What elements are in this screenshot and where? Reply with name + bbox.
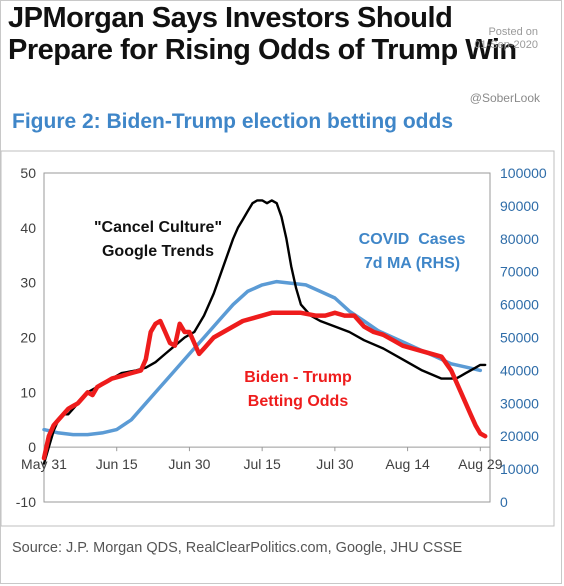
series-line-1	[41, 310, 488, 461]
x-tick-label: Jun 30	[168, 456, 210, 472]
y-right-tick-label: 80000	[500, 231, 539, 247]
headline: JPMorgan Says Investors Should Prepare f…	[8, 2, 517, 66]
y-right-tick-label: 70000	[500, 264, 539, 280]
y-left-tick-label: 20	[20, 330, 36, 346]
covid-label-line: 7d MA (RHS)	[364, 255, 460, 272]
figure-title: Figure 2: Biden-Trump election betting o…	[12, 110, 454, 133]
series-line-2	[42, 279, 483, 437]
source-note: Source: J.P. Morgan QDS, RealClearPoliti…	[12, 540, 463, 556]
author-handle: @SoberLook	[469, 91, 540, 105]
posted-date: 01-Sep-2020	[474, 39, 538, 51]
x-tick-label: Jul 15	[243, 456, 281, 472]
y-right-tick-label: 50000	[500, 330, 539, 346]
y-left-tick-label: -10	[16, 494, 36, 510]
y-right-tick-label: 0	[500, 494, 508, 510]
y-right-tick-label: 20000	[500, 428, 539, 444]
covid-label-line: COVID Cases	[359, 231, 466, 248]
y-left-tick-label: 40	[20, 220, 36, 236]
y-right-tick-label: 40000	[500, 362, 539, 378]
posted-watermark: Posted on 01-Sep-2020	[474, 26, 538, 52]
x-tick-label: Aug 29	[458, 456, 503, 472]
cancel-culture-label-line: Google Trends	[102, 243, 214, 260]
x-tick-label: Aug 14	[385, 456, 430, 472]
y-right-tick-label: 10000	[500, 461, 539, 477]
y-left-tick-label: 10	[20, 384, 36, 400]
cancel-culture-label-line: "Cancel Culture"	[94, 219, 222, 236]
plot-area	[43, 172, 491, 503]
chart: 50403020100-1010000090000800007000060000…	[0, 150, 555, 527]
chart-border	[0, 150, 555, 527]
x-tick-label: Jun 15	[96, 456, 138, 472]
posted-label: Posted on	[488, 26, 538, 38]
y-right-tick-label: 100000	[500, 165, 547, 181]
y-left-tick-label: 0	[28, 439, 36, 455]
y-left-tick-label: 30	[20, 275, 36, 291]
betting-odds-label-line: Biden - Trump	[244, 369, 352, 386]
betting-odds-label-line: Betting Odds	[248, 393, 349, 410]
y-right-tick-label: 90000	[500, 198, 539, 214]
x-tick-label: Jul 30	[316, 456, 354, 472]
y-left-tick-label: 50	[20, 165, 36, 181]
y-right-tick-label: 60000	[500, 297, 539, 313]
y-right-tick-label: 30000	[500, 395, 539, 411]
